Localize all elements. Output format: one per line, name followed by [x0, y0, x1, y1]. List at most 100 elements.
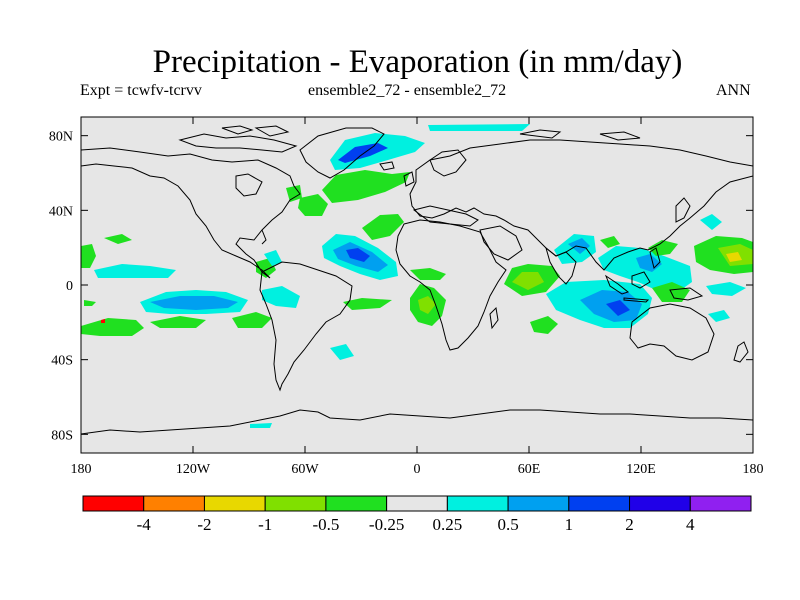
colorbar-swatch — [203, 495, 266, 512]
experiment-label: Expt = tcwfv-tcrvv — [80, 82, 202, 99]
colorbar-label: -2 — [197, 515, 211, 534]
coast-south-america — [259, 261, 353, 392]
region-cyan-south-america — [330, 344, 354, 360]
region-green-newfoundland — [298, 194, 328, 216]
colorbar-label: 1 — [565, 515, 574, 534]
region-green-baja — [104, 234, 132, 244]
region-darkblue-indian-ocean — [606, 300, 630, 316]
coast-hudson-bay — [235, 173, 263, 197]
colorbar-swatch — [446, 495, 509, 512]
colorbar-swatch — [629, 495, 691, 512]
coast-canadian-arctic — [178, 133, 298, 153]
x-tick-label: 180 — [71, 462, 92, 477]
region-north-atlantic-green — [322, 170, 410, 203]
colorbar-label: -4 — [137, 515, 152, 534]
region-olive-africa — [418, 296, 436, 314]
colorbar-label: -1 — [258, 515, 272, 534]
region-cyan-east-pacific-small — [700, 214, 722, 230]
region-cyan-east-pacific — [94, 264, 176, 278]
coast-arctic-russia — [519, 129, 641, 141]
coast-british-isles — [403, 171, 415, 187]
coast-australia — [629, 303, 715, 361]
y-tick-label: 0 — [66, 279, 73, 294]
ensemble-label: ensemble2_72 - ensemble2_72 — [308, 82, 507, 99]
colorbar-label: 0.25 — [432, 515, 462, 534]
region-green-west-coast — [81, 244, 96, 268]
region-cyan-antarctic — [250, 423, 272, 428]
y-tick-label: 40N — [49, 204, 73, 219]
x-tick-label: 120W — [176, 462, 211, 477]
region-green-south-pacific — [81, 318, 144, 336]
coast-iceland — [379, 161, 395, 171]
season-label: ANN — [716, 82, 751, 99]
region-red-small-pacific — [101, 319, 105, 323]
region-cyan-south-pacific — [706, 282, 746, 296]
region-green-sea — [600, 236, 620, 248]
coast-arabia — [479, 225, 523, 261]
x-tick-label: 180 — [743, 462, 764, 477]
colorbar-label: -0.25 — [369, 515, 404, 534]
coast-philippines — [649, 247, 661, 269]
x-tick-label: 0 — [414, 462, 421, 477]
region-yellow-west-pacific — [726, 252, 742, 262]
coast-madagascar — [489, 306, 499, 330]
y-tick-label: 80N — [49, 130, 73, 145]
region-green-mid-atlantic — [362, 214, 404, 240]
region-tropical-atlantic-dark — [346, 248, 370, 262]
colorbar-swatch — [386, 495, 448, 512]
coast-japan — [675, 197, 691, 223]
region-green-dateline — [84, 300, 96, 306]
colorbar-label: 4 — [686, 515, 695, 534]
coast-scandinavia — [429, 149, 467, 177]
colorbar-swatch — [568, 495, 631, 512]
coast-arctic-islands — [221, 125, 290, 137]
colorbar-label: 0.5 — [497, 515, 518, 534]
region-green-philippines — [648, 240, 678, 256]
region-blue-bengal — [568, 238, 590, 254]
region-north-atlantic-blue — [338, 143, 388, 163]
coast-eurasia — [409, 139, 753, 271]
x-tick-label: 120E — [626, 462, 656, 477]
region-arctic-cyan — [428, 124, 530, 131]
colorbar-swatch — [264, 495, 327, 512]
region-green-pacific-band — [150, 316, 206, 328]
region-green-madagascar — [530, 316, 558, 334]
coast-florida — [261, 229, 267, 245]
region-blue-eq-pacific — [150, 296, 238, 310]
region-blue-maritime — [636, 254, 662, 272]
region-green-canada — [286, 185, 302, 202]
colorbar-swatch — [689, 495, 752, 512]
x-tick-label: 60W — [291, 462, 319, 477]
coastlines — [81, 125, 753, 435]
x-tick-label: 60E — [518, 462, 541, 477]
colorbar: -4 -2 -1 -0.5 -0.25 0.25 0.5 1 2 4 — [82, 495, 752, 534]
axis-ticks — [80, 117, 754, 453]
axis-tick-labels: 180 120W 60W 0 60E 120E 180 80N 40N 0 40S 80S — [49, 130, 764, 477]
colorbar-swatch — [507, 495, 570, 512]
coast-india — [545, 246, 577, 285]
colorbar-label: -0.5 — [312, 515, 339, 534]
colorbar-swatch — [143, 495, 205, 512]
y-tick-label: 40S — [51, 354, 73, 369]
coast-africa — [395, 219, 507, 351]
region-green-south-central-pacific — [232, 312, 272, 328]
coast-new-zealand — [733, 341, 749, 363]
region-olive-arabian-sea — [512, 272, 544, 290]
region-cyan-aus-east — [708, 310, 730, 322]
colorbar-swatch — [82, 495, 145, 512]
region-green-guinea — [410, 268, 446, 280]
coast-north-america — [81, 147, 301, 279]
coast-antarctica — [81, 409, 753, 435]
map-background — [81, 117, 753, 453]
region-green-south-atlantic — [343, 298, 392, 310]
coast-java — [623, 297, 650, 303]
y-tick-label: 80S — [51, 428, 73, 443]
region-cyan-brazil-coast — [262, 286, 300, 308]
coast-borneo — [631, 271, 651, 289]
coast-sumatra — [604, 274, 630, 295]
colorbar-label: 2 — [625, 515, 634, 534]
coast-mediterranean — [412, 205, 479, 227]
coast-greenland — [299, 127, 385, 179]
chart-title: Precipitation - Evaporation (in mm/day) — [152, 44, 683, 80]
